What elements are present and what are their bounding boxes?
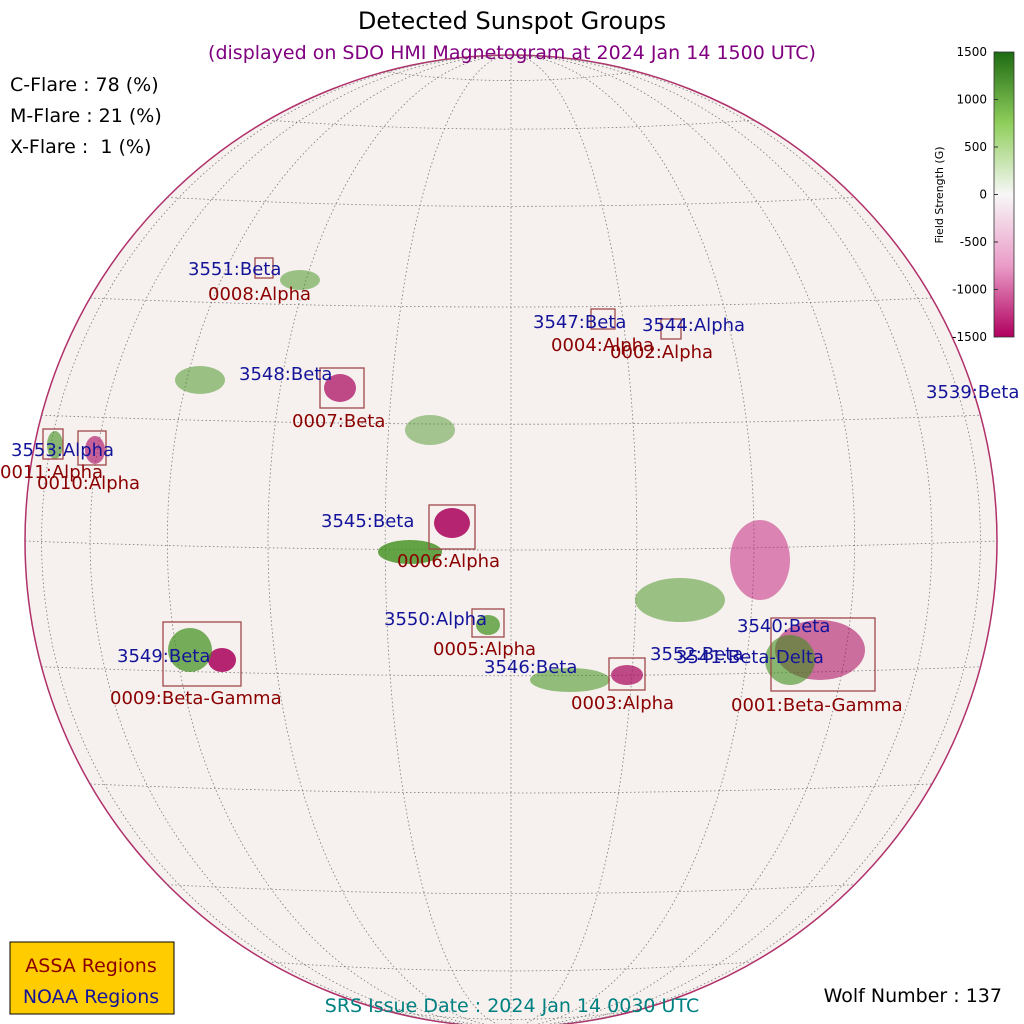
assa-label: 0009:Beta-Gamma	[110, 688, 282, 709]
magnetic-features	[47, 270, 865, 692]
meridian	[89, 55, 512, 1024]
region-box	[770, 617, 876, 692]
assa-label: 0010:Alpha	[37, 473, 140, 494]
wolf-number: Wolf Number : 137	[824, 985, 1002, 1007]
colorbar-tick-label: 1500	[956, 45, 987, 59]
colorbar-tick-label: 1000	[956, 93, 987, 107]
assa-label: 0005:Alpha	[433, 639, 536, 660]
meridian	[267, 55, 512, 1024]
meridian	[510, 55, 933, 1024]
assa-label: 0006:Alpha	[397, 551, 500, 572]
assa-label: 0008:Alpha	[208, 284, 311, 305]
flare-probability: M-Flare : 21 (%)	[10, 105, 162, 127]
legend-entry: ASSA Regions	[25, 955, 156, 977]
parallel	[41, 414, 981, 425]
noaa-labels: 3551:Beta 3547:Beta 3544:Alpha 3548:Beta…	[11, 259, 1019, 678]
assa-label: 0003:Alpha	[571, 693, 674, 714]
noaa-label: 3549:Beta	[117, 646, 210, 667]
region-box	[42, 428, 64, 460]
assa-label: 0004:Alpha	[551, 335, 654, 356]
noaa-label: 3548:Beta	[239, 364, 332, 385]
noaa-label: 3550:Alpha	[384, 609, 487, 630]
region-box	[608, 657, 646, 691]
colorbar-tick-label: -1000	[952, 283, 987, 297]
legend-box	[9, 941, 175, 1015]
region-box	[428, 504, 476, 550]
colorbar-label: Field Strength (G)	[933, 146, 946, 243]
assa-label: 0007:Beta	[292, 411, 385, 432]
colorbar-tick-label: 500	[964, 140, 987, 154]
title: Detected Sunspot Groups	[358, 7, 666, 35]
colorbar-ticks: 1500 1000 500 0 -500 -1000 -1500	[952, 45, 998, 344]
region-box	[471, 608, 505, 638]
colorbar-tick-label: -500	[960, 235, 987, 249]
subtitle: (displayed on SDO HMI Magnetogram at 202…	[208, 42, 816, 64]
footer: SRS Issue Date : 2024 Jan 14 0030 UTC	[325, 995, 699, 1017]
parallel	[385, 71, 637, 81]
assa-labels: 0008:Alpha 0004:Alpha 0002:Alpha 0007:Be…	[0, 284, 903, 716]
noaa-label: 3539:Beta	[926, 382, 1019, 403]
colorbar-tick-label: -1500	[952, 330, 987, 344]
assa-label: 0002:Alpha	[610, 342, 713, 363]
meridian	[510, 55, 638, 1024]
meridian	[384, 55, 512, 1024]
region-box	[660, 318, 682, 340]
noaa-label: 3540:Beta	[737, 616, 830, 637]
region-box	[162, 621, 242, 687]
flare-probability: C-Flare : 78 (%)	[10, 74, 159, 96]
parallel	[90, 297, 932, 308]
noaa-label: 3541:Beta-Delta	[676, 647, 824, 668]
assa-label: 0001:Beta-Gamma	[731, 695, 903, 716]
legend-entry: NOAA Regions	[23, 986, 159, 1008]
assa-label: 0011:Alpha	[0, 462, 103, 483]
region-box	[590, 308, 616, 330]
noaa-label: 3551:Beta	[188, 259, 281, 280]
noaa-label: 3545:Beta	[321, 511, 414, 532]
flare-probability: X-Flare : 1 (%)	[10, 136, 151, 158]
noaa-label: 3552:Beta	[650, 644, 743, 665]
region-box	[319, 367, 365, 409]
noaa-label: 3546:Beta	[484, 657, 577, 678]
parallel	[385, 1010, 637, 1020]
noaa-label: 3547:Beta	[533, 312, 626, 333]
region-box	[254, 257, 274, 279]
noaa-label: 3544:Alpha	[642, 315, 745, 336]
noaa-label: 3553:Alpha	[11, 440, 114, 461]
parallel	[41, 666, 981, 677]
parallel	[90, 783, 932, 794]
meridian	[510, 55, 856, 1024]
region-boxes	[42, 257, 876, 692]
colorbar-tick-label: 0	[979, 188, 987, 202]
meridian	[166, 55, 512, 1024]
region-box	[77, 430, 107, 466]
